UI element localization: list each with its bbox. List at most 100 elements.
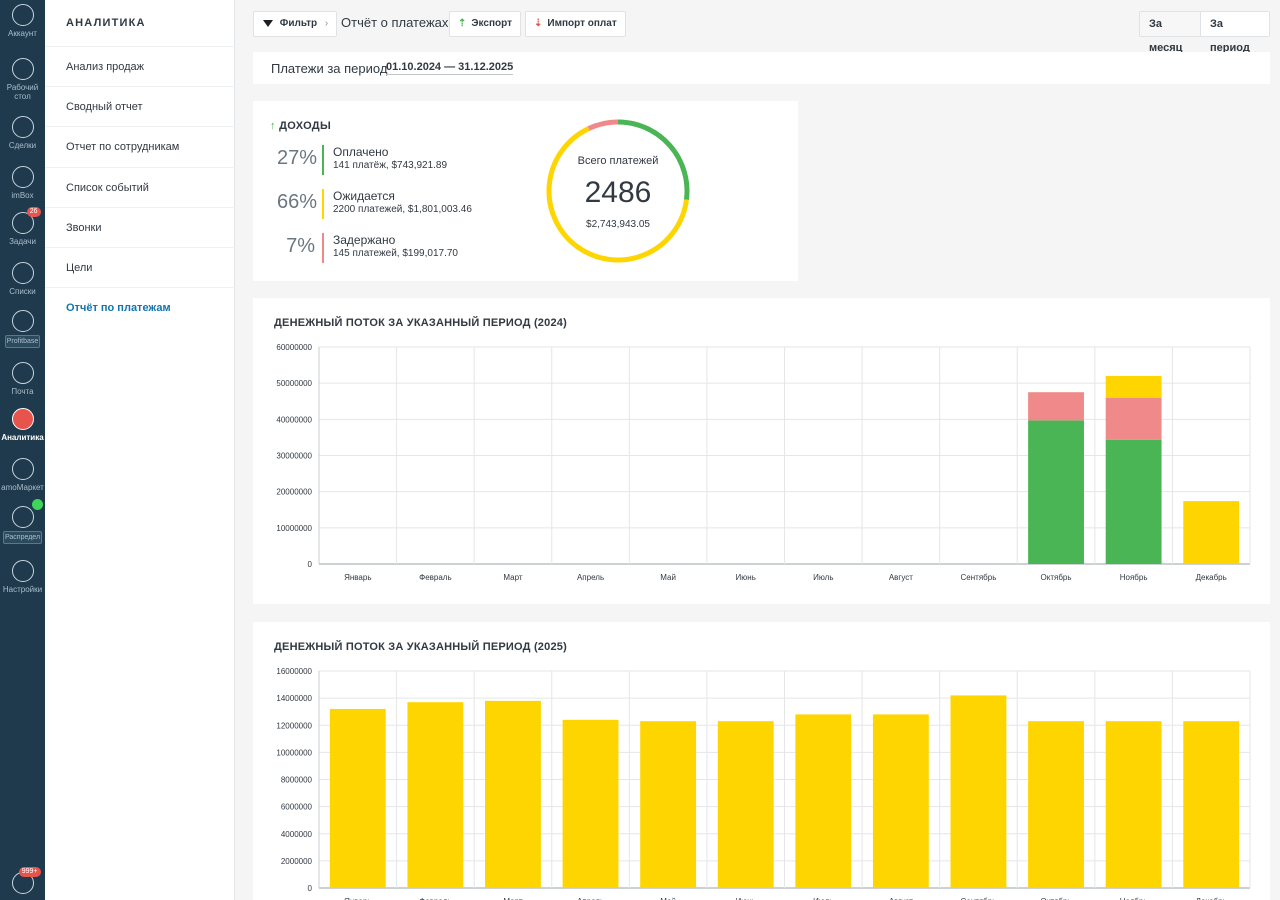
- income-card: ↑ ДОХОДЫ 27% Оплачено 141 платёж, $743,9…: [253, 101, 798, 281]
- bar-Октябрь[interactable]: [1028, 392, 1084, 421]
- x-tick-label: Май: [660, 573, 676, 582]
- x-tick-label: Ноябрь: [1120, 573, 1148, 582]
- import-payments-button[interactable]: ⇣ Импорт оплат: [525, 11, 626, 37]
- export-label: Экспорт: [471, 18, 512, 29]
- expected-detail: 2200 платежей, $1,801,003.46: [333, 204, 472, 215]
- x-tick-label: Январь: [344, 573, 371, 582]
- report-title: Отчёт о платежах: [341, 15, 449, 30]
- filter-icon: [263, 19, 273, 27]
- support-icon: 999+: [11, 867, 41, 894]
- nav-item-account[interactable]: Аккаунт: [0, 4, 45, 38]
- sidebar-item[interactable]: Сводный отчет: [45, 86, 235, 126]
- sidebar-item[interactable]: Отчет по сотрудникам: [45, 126, 235, 166]
- bar-Август[interactable]: [872, 714, 929, 888]
- bar-Январь[interactable]: [329, 708, 386, 888]
- bar-Декабрь[interactable]: [1183, 501, 1240, 564]
- bar-Ноябрь[interactable]: [1105, 397, 1162, 440]
- nav-item-label: Аккаунт: [8, 29, 37, 38]
- bar-Октябрь[interactable]: [1028, 420, 1084, 564]
- y-tick-label: 20000000: [276, 488, 312, 497]
- bar-Февраль[interactable]: [407, 702, 464, 888]
- x-tick-label: Июнь: [736, 897, 756, 900]
- import-label: Импорт оплат: [547, 18, 617, 29]
- analytics-sidebar: АНАЛИТИКА Анализ продаж Сводный отчет Отче…: [45, 0, 235, 900]
- y-tick-label: 8000000: [281, 776, 313, 785]
- export-button[interactable]: ⇡ Экспорт: [449, 11, 521, 37]
- paid-percent: 27%: [277, 147, 318, 169]
- paid-label: Оплачено: [333, 145, 389, 159]
- nav-item-mail[interactable]: Почта: [0, 362, 45, 396]
- expected-percent: 66%: [277, 191, 318, 213]
- y-tick-label: 60000000: [276, 343, 312, 352]
- nav-item-market[interactable]: amoМаркет: [0, 458, 45, 492]
- nav-item-label: amoМаркет: [1, 483, 44, 492]
- period-label: Платежи за период: [271, 61, 388, 76]
- pb-icon: [11, 310, 34, 332]
- sidebar-item[interactable]: Звонки: [45, 206, 235, 247]
- nav-item-label: Аналитика: [1, 433, 44, 442]
- bar-Ноябрь[interactable]: [1105, 439, 1162, 564]
- bar-Июль[interactable]: [795, 714, 852, 888]
- account-icon: [11, 4, 34, 26]
- y-tick-label: 0: [308, 560, 313, 569]
- income-title: ↑ ДОХОДЫ: [270, 120, 331, 132]
- filter-button[interactable]: Фильтр ›: [253, 11, 338, 37]
- nav-item-pb[interactable]: Profitbase: [0, 310, 45, 348]
- bar-Май[interactable]: [640, 721, 697, 888]
- x-tick-label: Октябрь: [1041, 897, 1072, 900]
- x-tick-label: Декабрь: [1196, 573, 1227, 582]
- cashflow-2024-chart: 0 10000000 20000000 30000000 40000000 5000000…: [276, 343, 1251, 582]
- settings-icon: [11, 560, 34, 582]
- total-payments-count: 2486: [584, 176, 652, 209]
- delayed-percent: 7%: [286, 235, 315, 257]
- nav-item-settings[interactable]: Настройки: [0, 560, 45, 594]
- sidebar-item[interactable]: Отчёт по платежам: [45, 287, 235, 327]
- online-dot: [31, 499, 43, 510]
- y-tick-label: 10000000: [276, 524, 312, 533]
- nav-item-dashboard[interactable]: Рабочий стол: [0, 58, 45, 101]
- nav-item-dollar[interactable]: Сделки: [0, 116, 45, 150]
- y-tick-label: 30000000: [276, 452, 312, 461]
- bar-Апрель[interactable]: [562, 719, 619, 888]
- nav-item-analytics[interactable]: Аналитика: [0, 408, 45, 442]
- income-title-text: ДОХОДЫ: [279, 120, 332, 132]
- paid-detail: 141 платёж, $743,921.89: [333, 160, 448, 171]
- sidebar-item[interactable]: Список событий: [45, 166, 235, 207]
- bar-Ноябрь[interactable]: [1105, 721, 1162, 888]
- month-toggle[interactable]: За месяц: [1139, 11, 1201, 54]
- bar-Сентябрь[interactable]: [950, 695, 1007, 888]
- x-tick-label: Март: [503, 573, 522, 582]
- y-tick-label: 4000000: [281, 830, 313, 839]
- sidebar-title: АНАЛИТИКА: [66, 17, 146, 29]
- bar-Ноябрь[interactable]: [1105, 375, 1162, 398]
- delayed-detail: 145 платежей, $199,017.70: [333, 248, 458, 259]
- nav-item-check[interactable]: 26 Задачи: [0, 207, 45, 246]
- x-tick-label: Февраль: [419, 897, 452, 900]
- cashflow-2024-card: ДЕНЕЖНЫЙ ПОТОК ЗА УКАЗАННЫЙ ПЕРИОД (2024…: [253, 298, 1270, 604]
- nav-item-list[interactable]: Списки: [0, 262, 45, 296]
- chat-icon: [11, 166, 34, 188]
- sidebar-item[interactable]: Цели: [45, 247, 235, 287]
- check-icon: 26: [11, 207, 41, 234]
- export-icon: ⇡: [458, 18, 467, 29]
- y-tick-label: 40000000: [276, 415, 312, 424]
- mail-icon: [11, 362, 34, 384]
- analytics-icon: [11, 408, 34, 430]
- x-tick-label: Ноябрь: [1120, 897, 1148, 900]
- nav-item-support[interactable]: 999+: [0, 867, 45, 897]
- delayed-color-bar: [322, 233, 324, 263]
- bar-Декабрь[interactable]: [1183, 721, 1240, 888]
- bar-Октябрь[interactable]: [1028, 721, 1084, 888]
- nav-item-label: Profitbase: [4, 335, 41, 348]
- sidebar-item[interactable]: Анализ продаж: [45, 46, 235, 86]
- donut-center: Всего платежей 2486 $2,743,943.05: [545, 118, 691, 264]
- period-toggle[interactable]: За период: [1200, 11, 1270, 54]
- x-tick-label: Июль: [813, 573, 833, 582]
- bar-Июнь[interactable]: [717, 721, 774, 888]
- nav-item-chat[interactable]: imBox: [0, 166, 45, 200]
- import-icon: ⇣: [534, 18, 543, 29]
- period-date-range-input[interactable]: 01.10.2024 — 31.12.2025: [386, 61, 514, 75]
- bar-Март[interactable]: [485, 700, 541, 888]
- delayed-label: Задержано: [333, 233, 396, 247]
- nav-item-distribution[interactable]: Распредел: [0, 499, 45, 544]
